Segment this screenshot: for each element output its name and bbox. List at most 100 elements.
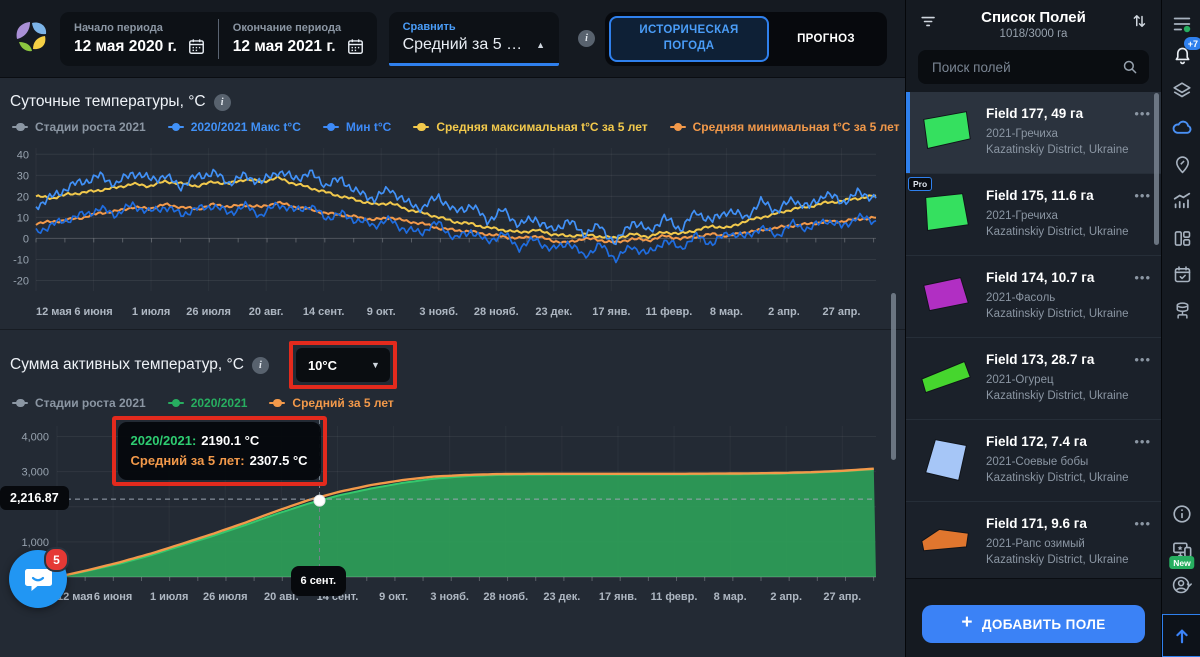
field-name: Field 175, 11.6 га xyxy=(986,188,1094,204)
temp-sum-chart[interactable]: 4,000 3,000 1,000 12 мая 6 июня 1 июля 26 июля… xyxy=(0,414,898,614)
annotation-box-red: 10°C ▼ xyxy=(288,341,397,389)
field-menu-icon[interactable]: ••• xyxy=(1134,516,1151,531)
sidebar-scrollbar[interactable] xyxy=(1154,93,1159,245)
field-crop: 2021-Огурец xyxy=(986,374,1054,387)
svg-text:17 янв.: 17 янв. xyxy=(599,591,637,603)
legend-item[interactable]: Стадии роста 2021 xyxy=(12,396,146,410)
field-list-item[interactable]: Field 173, 28.7 га 2021-Огурец Kazatinsk… xyxy=(906,338,1161,420)
calendar-icon[interactable] xyxy=(187,37,206,56)
svg-text:6 июня: 6 июня xyxy=(74,306,112,318)
layers-button[interactable] xyxy=(1169,78,1195,104)
compare-dropdown[interactable]: Сравнить Средний за 5 … ▲ xyxy=(388,11,559,66)
svg-text:12 мая: 12 мая xyxy=(57,591,93,603)
field-location: Kazatinskiy District, Ukraine xyxy=(986,554,1129,566)
field-menu-icon[interactable]: ••• xyxy=(1134,188,1151,203)
chat-widget-button[interactable]: 5 xyxy=(9,547,69,608)
data-sync-button[interactable] xyxy=(1169,297,1195,323)
field-list-item[interactable]: Field 171, 9.6 га 2021-Рапс озимый Kazat… xyxy=(906,502,1161,578)
divider xyxy=(217,18,219,59)
legend-item[interactable]: Стадии роста 2021 xyxy=(12,120,146,134)
dashboard-button[interactable] xyxy=(1169,225,1195,251)
analytics-button[interactable] xyxy=(1169,188,1195,214)
scroll-to-top-button[interactable] xyxy=(1162,614,1200,657)
svg-text:20 авг.: 20 авг. xyxy=(249,306,284,318)
field-search[interactable] xyxy=(918,50,1149,84)
svg-text:9 окт.: 9 окт. xyxy=(379,591,408,603)
chevron-down-icon: ▼ xyxy=(371,360,380,370)
svg-text:14 сент.: 14 сент. xyxy=(303,306,345,318)
scouting-button[interactable] xyxy=(1169,151,1195,177)
svg-text:28 нояб.: 28 нояб. xyxy=(483,591,528,603)
svg-text:11 февр.: 11 февр. xyxy=(645,306,692,318)
field-list-item[interactable]: Field 177, 49 га 2021-Гречиха Kazatinski… xyxy=(906,92,1161,174)
calendar-icon[interactable] xyxy=(346,37,365,56)
chevron-up-icon: ▲ xyxy=(536,40,545,50)
field-menu-icon[interactable]: ••• xyxy=(1134,106,1151,121)
info-icon[interactable]: i xyxy=(213,93,231,111)
add-field-button[interactable]: + ДОБАВИТЬ ПОЛЕ xyxy=(922,605,1145,643)
plus-icon: + xyxy=(961,612,973,633)
search-icon[interactable] xyxy=(1121,58,1139,76)
field-location: Kazatinskiy District, Ukraine xyxy=(986,390,1129,402)
period-end-input[interactable]: Окончание периода 12 мая 2021 г. xyxy=(219,12,377,66)
field-menu-icon[interactable]: ••• xyxy=(1134,270,1151,285)
field-crop: 2021-Гречиха xyxy=(986,128,1058,141)
svg-text:28 нояб.: 28 нояб. xyxy=(474,306,519,318)
right-icon-rail: +7 xyxy=(1161,0,1200,657)
field-list-item[interactable]: Field 172, 7.4 га 2021-Соевые бобы Kazat… xyxy=(906,420,1161,502)
svg-text:4,000: 4,000 xyxy=(21,432,49,444)
legend-item[interactable]: Средний за 5 лет xyxy=(269,396,394,410)
legend-label: 2020/2021 xyxy=(190,396,248,410)
weather-button-active[interactable] xyxy=(1169,114,1195,140)
main-scrollbar[interactable] xyxy=(891,293,896,460)
svg-text:20: 20 xyxy=(17,191,29,203)
field-list-menu-button[interactable] xyxy=(1169,11,1195,37)
field-list-item[interactable]: Field 174, 10.7 га 2021-Фасоль Kazatinsk… xyxy=(906,256,1161,338)
tooltip-series-value: 2307.5 °C xyxy=(249,453,308,469)
base-temp-dropdown[interactable]: 10°C ▼ xyxy=(295,348,390,382)
field-location: Kazatinskiy District, Ukraine xyxy=(986,144,1129,156)
legend-item[interactable]: Средняя минимальная t°C за 5 лет xyxy=(669,120,900,134)
daily-temps-chart[interactable]: 40 30 20 10 0 -10 -20 12 мая 6 июня 1 июля 26 июля… xyxy=(0,138,898,323)
legend-item[interactable]: 2020/2021 xyxy=(167,396,248,410)
svg-text:9 окт.: 9 окт. xyxy=(367,306,396,318)
whats-new-button[interactable] xyxy=(1169,536,1195,562)
legend-label: 2020/2021 Макс t°C xyxy=(190,120,301,134)
field-menu-icon[interactable]: ••• xyxy=(1134,434,1151,449)
field-menu-icon[interactable]: ••• xyxy=(1134,352,1151,367)
sort-button[interactable] xyxy=(1127,9,1151,33)
historical-weather-tab[interactable]: ИСТОРИЧЕСКАЯ ПОГОДА xyxy=(609,15,769,62)
legend-item[interactable]: 2020/2021 Макс t°C xyxy=(167,120,301,134)
field-crop: 2021-Соевые бобы xyxy=(986,456,1089,469)
field-shape-thumbnail xyxy=(923,110,971,149)
info-icon[interactable]: i xyxy=(251,356,269,374)
notifications-button[interactable]: +7 xyxy=(1169,37,1200,68)
svg-text:3,000: 3,000 xyxy=(21,467,49,479)
weather-panel: Начало периода 12 мая 2020 г. Окончание … xyxy=(0,0,906,657)
period-end-value: 12 мая 2021 г. xyxy=(232,37,336,55)
cursor-date-badge: 6 сент. xyxy=(290,566,347,596)
filter-button[interactable] xyxy=(916,9,940,33)
field-shape-thumbnail xyxy=(921,360,971,393)
period-start-input[interactable]: Начало периода 12 мая 2020 г. xyxy=(60,12,218,66)
field-search-input[interactable] xyxy=(930,58,1121,76)
tooltip-series-value: 2190.1 °C xyxy=(201,433,260,448)
temp-sum-section: Сумма активных температур, °C i 10°C ▼ С… xyxy=(0,329,905,614)
field-location: Kazatinskiy District, Ukraine xyxy=(986,226,1129,238)
account-button[interactable] xyxy=(1169,572,1195,598)
field-name: Field 171, 9.6 га xyxy=(986,516,1087,532)
svg-text:8 мар.: 8 мар. xyxy=(714,591,747,603)
legend-item[interactable]: Мин t°C xyxy=(322,120,391,134)
chart-tooltip: 2020/2021: 2190.1 °C Средний за 5 лет: 230… xyxy=(117,422,321,481)
forecast-tab[interactable]: ПРОГНОЗ xyxy=(797,32,855,45)
field-location: Kazatinskiy District, Ukraine xyxy=(986,472,1129,484)
info-icon[interactable]: i xyxy=(578,30,595,47)
season-planner-button[interactable] xyxy=(1169,261,1195,287)
bell-icon xyxy=(1175,47,1189,64)
bar-chart-icon xyxy=(1173,192,1191,209)
legend-item[interactable]: Средняя максимальная t°C за 5 лет xyxy=(413,120,648,134)
map-pin-icon xyxy=(1175,155,1189,173)
field-list-item[interactable]: Pro Field 175, 11.6 га 2021-Гречиха Kaza… xyxy=(906,174,1161,256)
help-button[interactable] xyxy=(1169,501,1195,527)
period-inputs: Начало периода 12 мая 2020 г. Окончание … xyxy=(60,11,377,66)
